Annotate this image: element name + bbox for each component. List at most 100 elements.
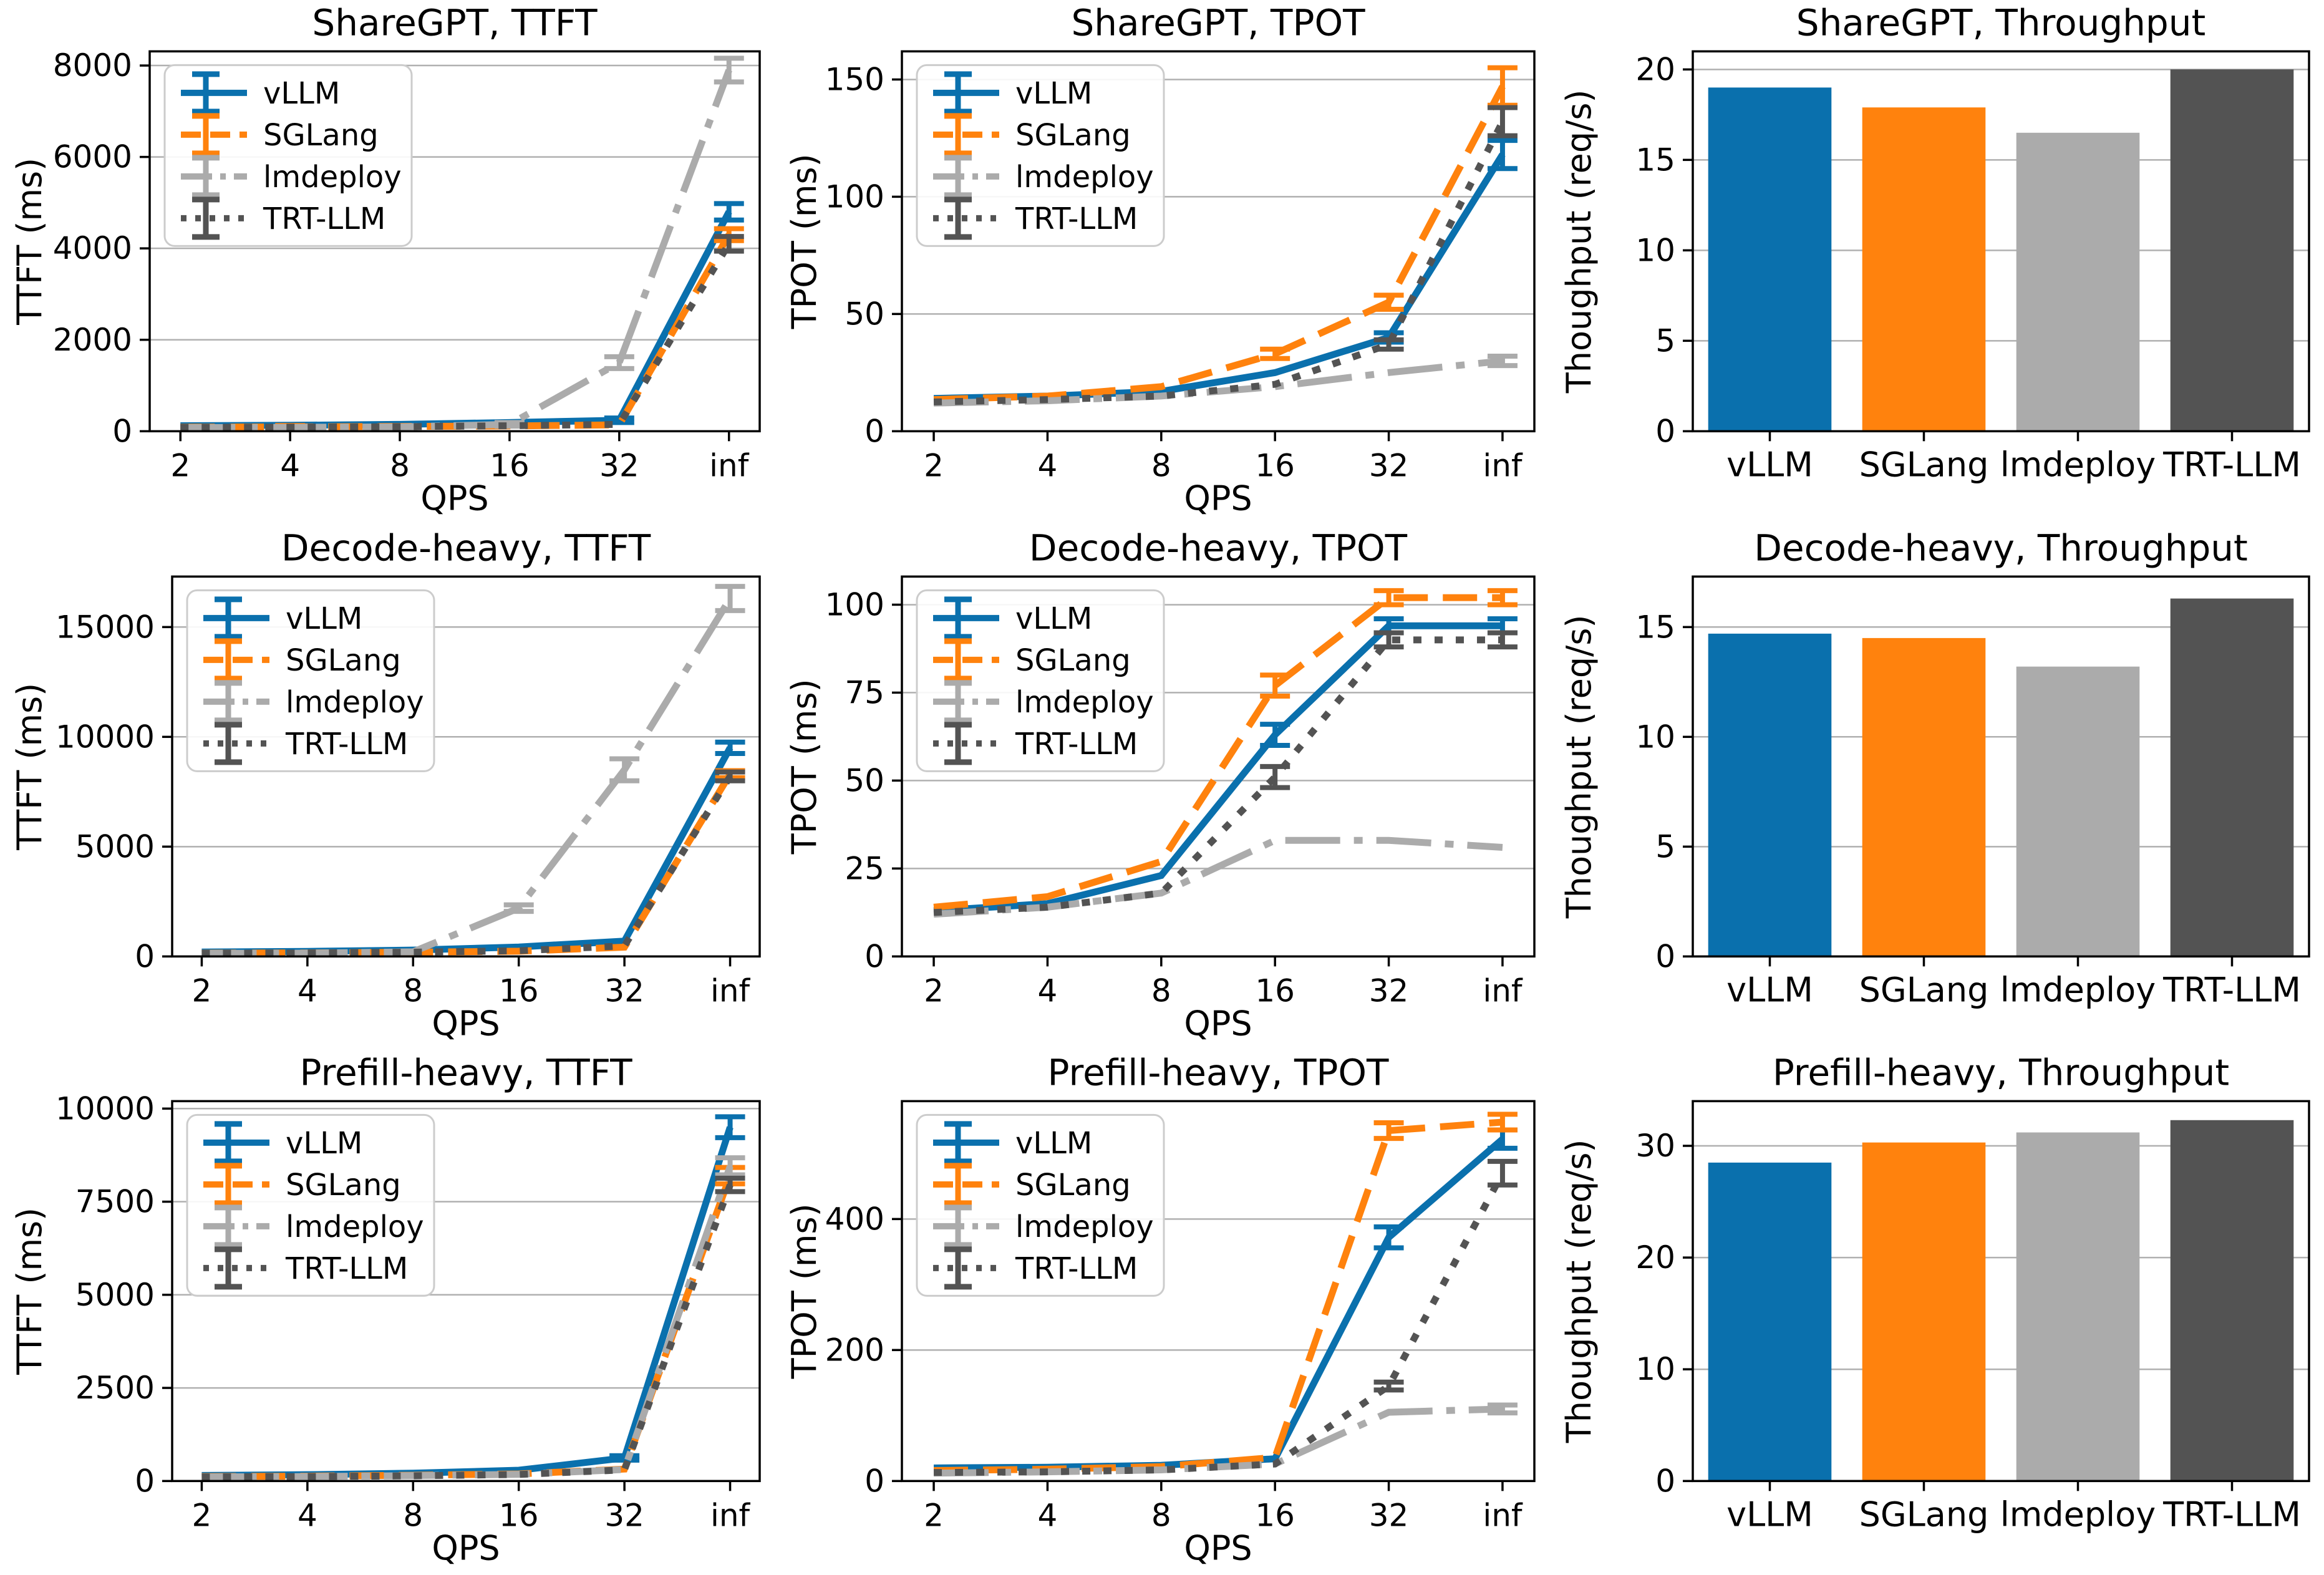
svg-text:TPOT (ms): TPOT (ms)	[785, 153, 824, 329]
svg-text:QPS: QPS	[432, 1004, 500, 1043]
svg-text:200: 200	[825, 1332, 884, 1369]
svg-text:2: 2	[170, 447, 190, 483]
svg-text:TRT-LLM: TRT-LLM	[2162, 445, 2301, 484]
svg-text:5000: 5000	[75, 1277, 155, 1313]
svg-text:150: 150	[825, 61, 884, 97]
svg-text:ShareGPT, TTFT: ShareGPT, TTFT	[312, 1, 598, 44]
svg-text:lmdeploy: lmdeploy	[2000, 970, 2156, 1009]
svg-text:50: 50	[845, 296, 884, 332]
svg-text:8: 8	[390, 447, 410, 483]
svg-text:32: 32	[599, 447, 639, 483]
svg-text:SGLang: SGLang	[1015, 118, 1131, 153]
svg-text:100: 100	[825, 178, 884, 215]
svg-text:25: 25	[845, 850, 884, 886]
subplot-prefill-heavy-tpot: 2 4 8 16 32 inf QPS vLLM SGLang lmdeploy TRT-LLM 0 2…	[775, 1050, 1549, 1575]
svg-text:32: 32	[1369, 447, 1409, 483]
sharegpt-tpot-line-chart: 2 4 8 16 32 inf QPS vLLM SGLang lmdeploy TRT-LLM 0 5…	[785, 1, 1536, 518]
svg-text:15000: 15000	[56, 609, 155, 645]
svg-text:4: 4	[1038, 1498, 1058, 1534]
svg-text:10: 10	[1635, 1352, 1675, 1388]
svg-text:10: 10	[1635, 719, 1675, 755]
svg-text:SGLang: SGLang	[1015, 642, 1131, 677]
svg-text:15: 15	[1635, 142, 1675, 178]
svg-text:inf: inf	[1483, 972, 1523, 1009]
svg-text:8: 8	[1151, 447, 1171, 483]
subplot-sharegpt-ttft: 2 4 8 16 32 inf QPS vLLM SGLang lmdeploy TRT-LLM 0 2…	[0, 0, 775, 525]
svg-text:4: 4	[298, 1498, 317, 1534]
svg-text:vLLM: vLLM	[286, 601, 362, 636]
svg-text:SGLang: SGLang	[286, 642, 401, 677]
decode-heavy-throughput-bar-chart: vLLM SGLang lmdeploy TRT-LLM 0 5 10 15 Decode-he…	[1559, 526, 2310, 1009]
prefill-heavy-ttft-line-chart: 2 4 8 16 32 inf QPS vLLM SGLang lmdeploy TRT-LLM 0 2…	[10, 1052, 761, 1568]
svg-text:400: 400	[825, 1201, 884, 1238]
svg-text:16: 16	[499, 972, 539, 1009]
svg-text:TPOT (ms): TPOT (ms)	[785, 679, 824, 855]
svg-text:8: 8	[403, 972, 423, 1009]
svg-text:0: 0	[1655, 413, 1675, 449]
svg-text:vLLM: vLLM	[1726, 970, 1813, 1009]
svg-text:0: 0	[864, 413, 884, 449]
svg-text:TRT-LLM: TRT-LLM	[285, 1251, 408, 1286]
svg-text:30: 30	[1635, 1128, 1675, 1164]
svg-text:vLLM: vLLM	[263, 76, 340, 111]
svg-text:SGLang: SGLang	[263, 118, 379, 153]
svg-text:Prefill-heavy, Throughput: Prefill-heavy, Throughput	[1773, 1052, 2229, 1094]
svg-text:Thoughput (req/s): Thoughput (req/s)	[1559, 89, 1599, 394]
svg-text:0: 0	[864, 938, 884, 974]
svg-text:16: 16	[499, 1498, 539, 1534]
svg-text:vLLM: vLLM	[1726, 1495, 1813, 1534]
subplot-decode-heavy-throughput: vLLM SGLang lmdeploy TRT-LLM 0 5 10 15 Decode-he…	[1549, 525, 2324, 1050]
svg-text:75: 75	[845, 674, 884, 710]
sharegpt-ttft-line-chart: 2 4 8 16 32 inf QPS vLLM SGLang lmdeploy TRT-LLM 0 2…	[10, 1, 761, 518]
svg-text:vLLM: vLLM	[1726, 445, 1813, 484]
decode-heavy-tpot-line-chart: 2 4 8 16 32 inf QPS vLLM SGLang lmdeploy TRT-LLM 0 2…	[785, 526, 1536, 1043]
svg-text:4000: 4000	[53, 230, 132, 266]
svg-text:Decode-heavy, TTFT: Decode-heavy, TTFT	[281, 526, 651, 569]
svg-text:QPS: QPS	[1184, 1529, 1252, 1568]
svg-text:32: 32	[1369, 972, 1409, 1009]
svg-text:TRT-LLM: TRT-LLM	[1015, 1251, 1138, 1286]
svg-text:Prefill-heavy, TPOT: Prefill-heavy, TPOT	[1048, 1052, 1389, 1094]
svg-text:20: 20	[1635, 51, 1675, 87]
svg-text:TRT-LLM: TRT-LLM	[263, 201, 385, 236]
svg-text:Prefill-heavy, TTFT: Prefill-heavy, TTFT	[299, 1052, 632, 1094]
svg-text:TPOT (ms): TPOT (ms)	[785, 1204, 824, 1380]
svg-text:Thoughput (req/s): Thoughput (req/s)	[1559, 1140, 1599, 1444]
svg-text:15: 15	[1635, 609, 1675, 645]
svg-text:2: 2	[924, 1498, 944, 1534]
svg-text:4: 4	[1038, 447, 1058, 483]
svg-text:0: 0	[864, 1463, 884, 1500]
decode-heavy-ttft-line-chart: 2 4 8 16 32 inf QPS vLLM SGLang lmdeploy TRT-LLM 0 5…	[10, 526, 761, 1043]
svg-text:TTFT (ms): TTFT (ms)	[10, 682, 49, 850]
svg-text:QPS: QPS	[1184, 478, 1252, 518]
svg-text:16: 16	[1255, 447, 1295, 483]
svg-text:vLLM: vLLM	[1015, 1126, 1092, 1161]
svg-text:TTFT (ms): TTFT (ms)	[10, 158, 49, 326]
subplot-decode-heavy-ttft: 2 4 8 16 32 inf QPS vLLM SGLang lmdeploy TRT-LLM 0 5…	[0, 525, 775, 1050]
svg-text:SGLang: SGLang	[1015, 1168, 1131, 1203]
svg-text:TTFT (ms): TTFT (ms)	[10, 1208, 49, 1375]
svg-text:lmdeploy: lmdeploy	[2000, 445, 2156, 484]
svg-text:SGLang: SGLang	[1859, 445, 1989, 484]
svg-text:4: 4	[1038, 972, 1058, 1009]
svg-text:Decode-heavy, Throughput: Decode-heavy, Throughput	[1754, 526, 2248, 569]
svg-text:TRT-LLM: TRT-LLM	[2162, 970, 2301, 1009]
svg-text:16: 16	[490, 447, 530, 483]
svg-text:inf: inf	[710, 972, 751, 1009]
svg-text:2: 2	[924, 447, 944, 483]
svg-text:SGLang: SGLang	[1859, 970, 1989, 1009]
svg-text:6000: 6000	[53, 139, 132, 175]
svg-text:inf: inf	[1483, 1498, 1523, 1534]
svg-text:8000: 8000	[53, 47, 132, 84]
svg-text:8: 8	[1151, 1498, 1171, 1534]
svg-text:lmdeploy: lmdeploy	[1015, 160, 1154, 195]
svg-text:5: 5	[1655, 322, 1675, 359]
svg-text:inf: inf	[710, 1498, 751, 1534]
svg-text:8: 8	[1151, 972, 1171, 1009]
subplot-prefill-heavy-ttft: 2 4 8 16 32 inf QPS vLLM SGLang lmdeploy TRT-LLM 0 2…	[0, 1050, 775, 1575]
svg-text:QPS: QPS	[432, 1529, 500, 1568]
svg-text:2: 2	[192, 1498, 212, 1534]
svg-text:vLLM: vLLM	[1015, 76, 1092, 111]
svg-text:7500: 7500	[75, 1184, 155, 1220]
